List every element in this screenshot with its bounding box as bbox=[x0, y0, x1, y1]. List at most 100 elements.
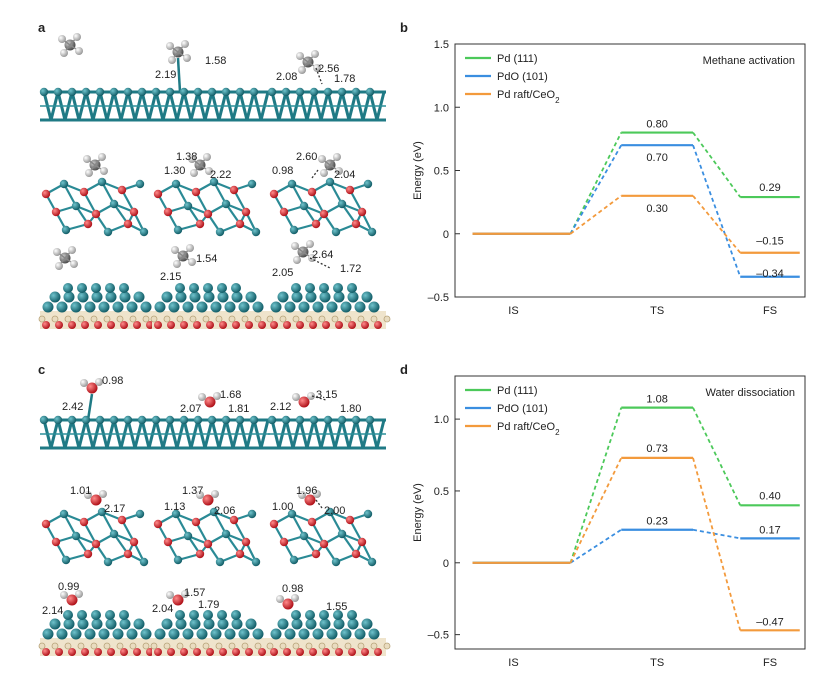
pd-atom bbox=[221, 415, 231, 425]
pd-atom bbox=[139, 227, 149, 237]
ce-atom bbox=[189, 315, 197, 323]
pd-atom bbox=[267, 87, 277, 97]
pd-atom bbox=[49, 618, 61, 630]
pd-atom bbox=[53, 87, 63, 97]
o-atom bbox=[79, 187, 89, 197]
pd-atom bbox=[63, 618, 75, 630]
pd-atom bbox=[319, 618, 331, 630]
pd-atom bbox=[289, 225, 299, 235]
h-atom bbox=[75, 47, 83, 55]
o-atom bbox=[219, 648, 227, 656]
h-atom bbox=[186, 244, 194, 252]
o-atom bbox=[319, 539, 329, 549]
pd-atom bbox=[365, 415, 375, 425]
y-tick-label: 0.5 bbox=[434, 166, 449, 178]
x-category-label: FS bbox=[763, 305, 777, 317]
o-atom bbox=[309, 321, 317, 329]
o-atom bbox=[94, 648, 102, 656]
ce-atom bbox=[292, 315, 300, 323]
bond-distance-label: 1.01 bbox=[70, 485, 91, 497]
o-atom bbox=[269, 189, 279, 199]
pd-atom bbox=[179, 415, 189, 425]
pd-atom bbox=[109, 529, 119, 539]
bond-distance-label: 2.00 bbox=[324, 505, 345, 517]
pd-atom bbox=[112, 628, 124, 640]
pd-atom bbox=[210, 628, 222, 640]
pd-atom bbox=[231, 283, 241, 293]
h-atom bbox=[291, 242, 299, 250]
pd-atom bbox=[95, 415, 105, 425]
h-atom bbox=[60, 49, 68, 57]
h-atom bbox=[205, 167, 213, 175]
o-atom bbox=[172, 594, 184, 606]
chart-methane-activation: –0.5 0 0.5 1.0 1.5 Energy (eV) IS TS FS 0.80 0.29 0… bbox=[412, 39, 806, 317]
panel-label-c: c bbox=[38, 362, 46, 377]
o-atom bbox=[202, 494, 214, 506]
transition-connector bbox=[570, 528, 622, 564]
x-category-label: TS bbox=[650, 657, 664, 669]
h-atom bbox=[181, 40, 189, 48]
plot-frame bbox=[454, 375, 806, 650]
pd-atom bbox=[245, 618, 257, 630]
ce-atom bbox=[38, 642, 46, 650]
data-label: 0.17 bbox=[759, 524, 780, 536]
pd-atom bbox=[154, 301, 166, 313]
pd-atom bbox=[238, 628, 250, 640]
data-label: 0.29 bbox=[759, 182, 780, 194]
o-atom bbox=[163, 207, 173, 217]
ce-atom bbox=[241, 315, 249, 323]
pd-atom bbox=[354, 628, 366, 640]
pd-atom bbox=[235, 415, 245, 425]
pd-atom bbox=[59, 509, 69, 519]
pd-atom bbox=[91, 283, 101, 293]
o-atom bbox=[91, 209, 101, 219]
o-atom bbox=[374, 648, 382, 656]
pd-atom bbox=[97, 507, 107, 517]
pd-atom bbox=[98, 628, 110, 640]
ce-atom bbox=[142, 315, 150, 323]
pd-atom bbox=[183, 201, 193, 211]
bond-distance-label: 2.56 bbox=[318, 63, 339, 75]
o-atom bbox=[195, 549, 205, 559]
pd-atom bbox=[363, 509, 373, 519]
bond-distance-label: 2.17 bbox=[104, 503, 125, 515]
pd-atom bbox=[252, 628, 264, 640]
o-atom bbox=[55, 321, 63, 329]
pd-atom bbox=[217, 618, 229, 630]
h-atom bbox=[292, 393, 300, 401]
pd-atom bbox=[151, 87, 161, 97]
h-atom bbox=[213, 392, 221, 400]
pd-atom bbox=[67, 87, 77, 97]
o-atom bbox=[357, 537, 367, 547]
ce-atom bbox=[357, 315, 365, 323]
o-atom bbox=[229, 185, 239, 195]
x-category-label: TS bbox=[650, 305, 664, 317]
bond-distance-label: 1.13 bbox=[164, 501, 185, 513]
data-label: –0.47 bbox=[756, 616, 784, 628]
ce-atom bbox=[279, 315, 287, 323]
pd-atom bbox=[59, 179, 69, 189]
pd-atom bbox=[267, 415, 277, 425]
o-atom bbox=[133, 321, 141, 329]
bond-distance-label: 1.68 bbox=[220, 389, 241, 401]
data-label: 0.23 bbox=[646, 516, 667, 528]
pd-atom bbox=[119, 610, 129, 620]
pd-atom bbox=[298, 628, 310, 640]
ce-atom bbox=[344, 642, 352, 650]
pd-atom bbox=[105, 291, 117, 303]
data-label: 0.80 bbox=[646, 119, 667, 131]
ce-atom bbox=[370, 315, 378, 323]
legend-entry: Pd (111) bbox=[497, 385, 538, 397]
bond-distance-label: 3.15 bbox=[316, 389, 337, 401]
ce-atom bbox=[77, 315, 85, 323]
ce-atom bbox=[331, 315, 339, 323]
bond-distance-label: 2.07 bbox=[180, 403, 201, 415]
pd-atom bbox=[305, 283, 315, 293]
pd-atom bbox=[175, 283, 185, 293]
ce-atom bbox=[90, 642, 98, 650]
ce-atom bbox=[254, 642, 262, 650]
ce-atom bbox=[150, 315, 158, 323]
pd-atom bbox=[291, 610, 301, 620]
transition-connector bbox=[569, 144, 623, 235]
o-atom bbox=[81, 648, 89, 656]
